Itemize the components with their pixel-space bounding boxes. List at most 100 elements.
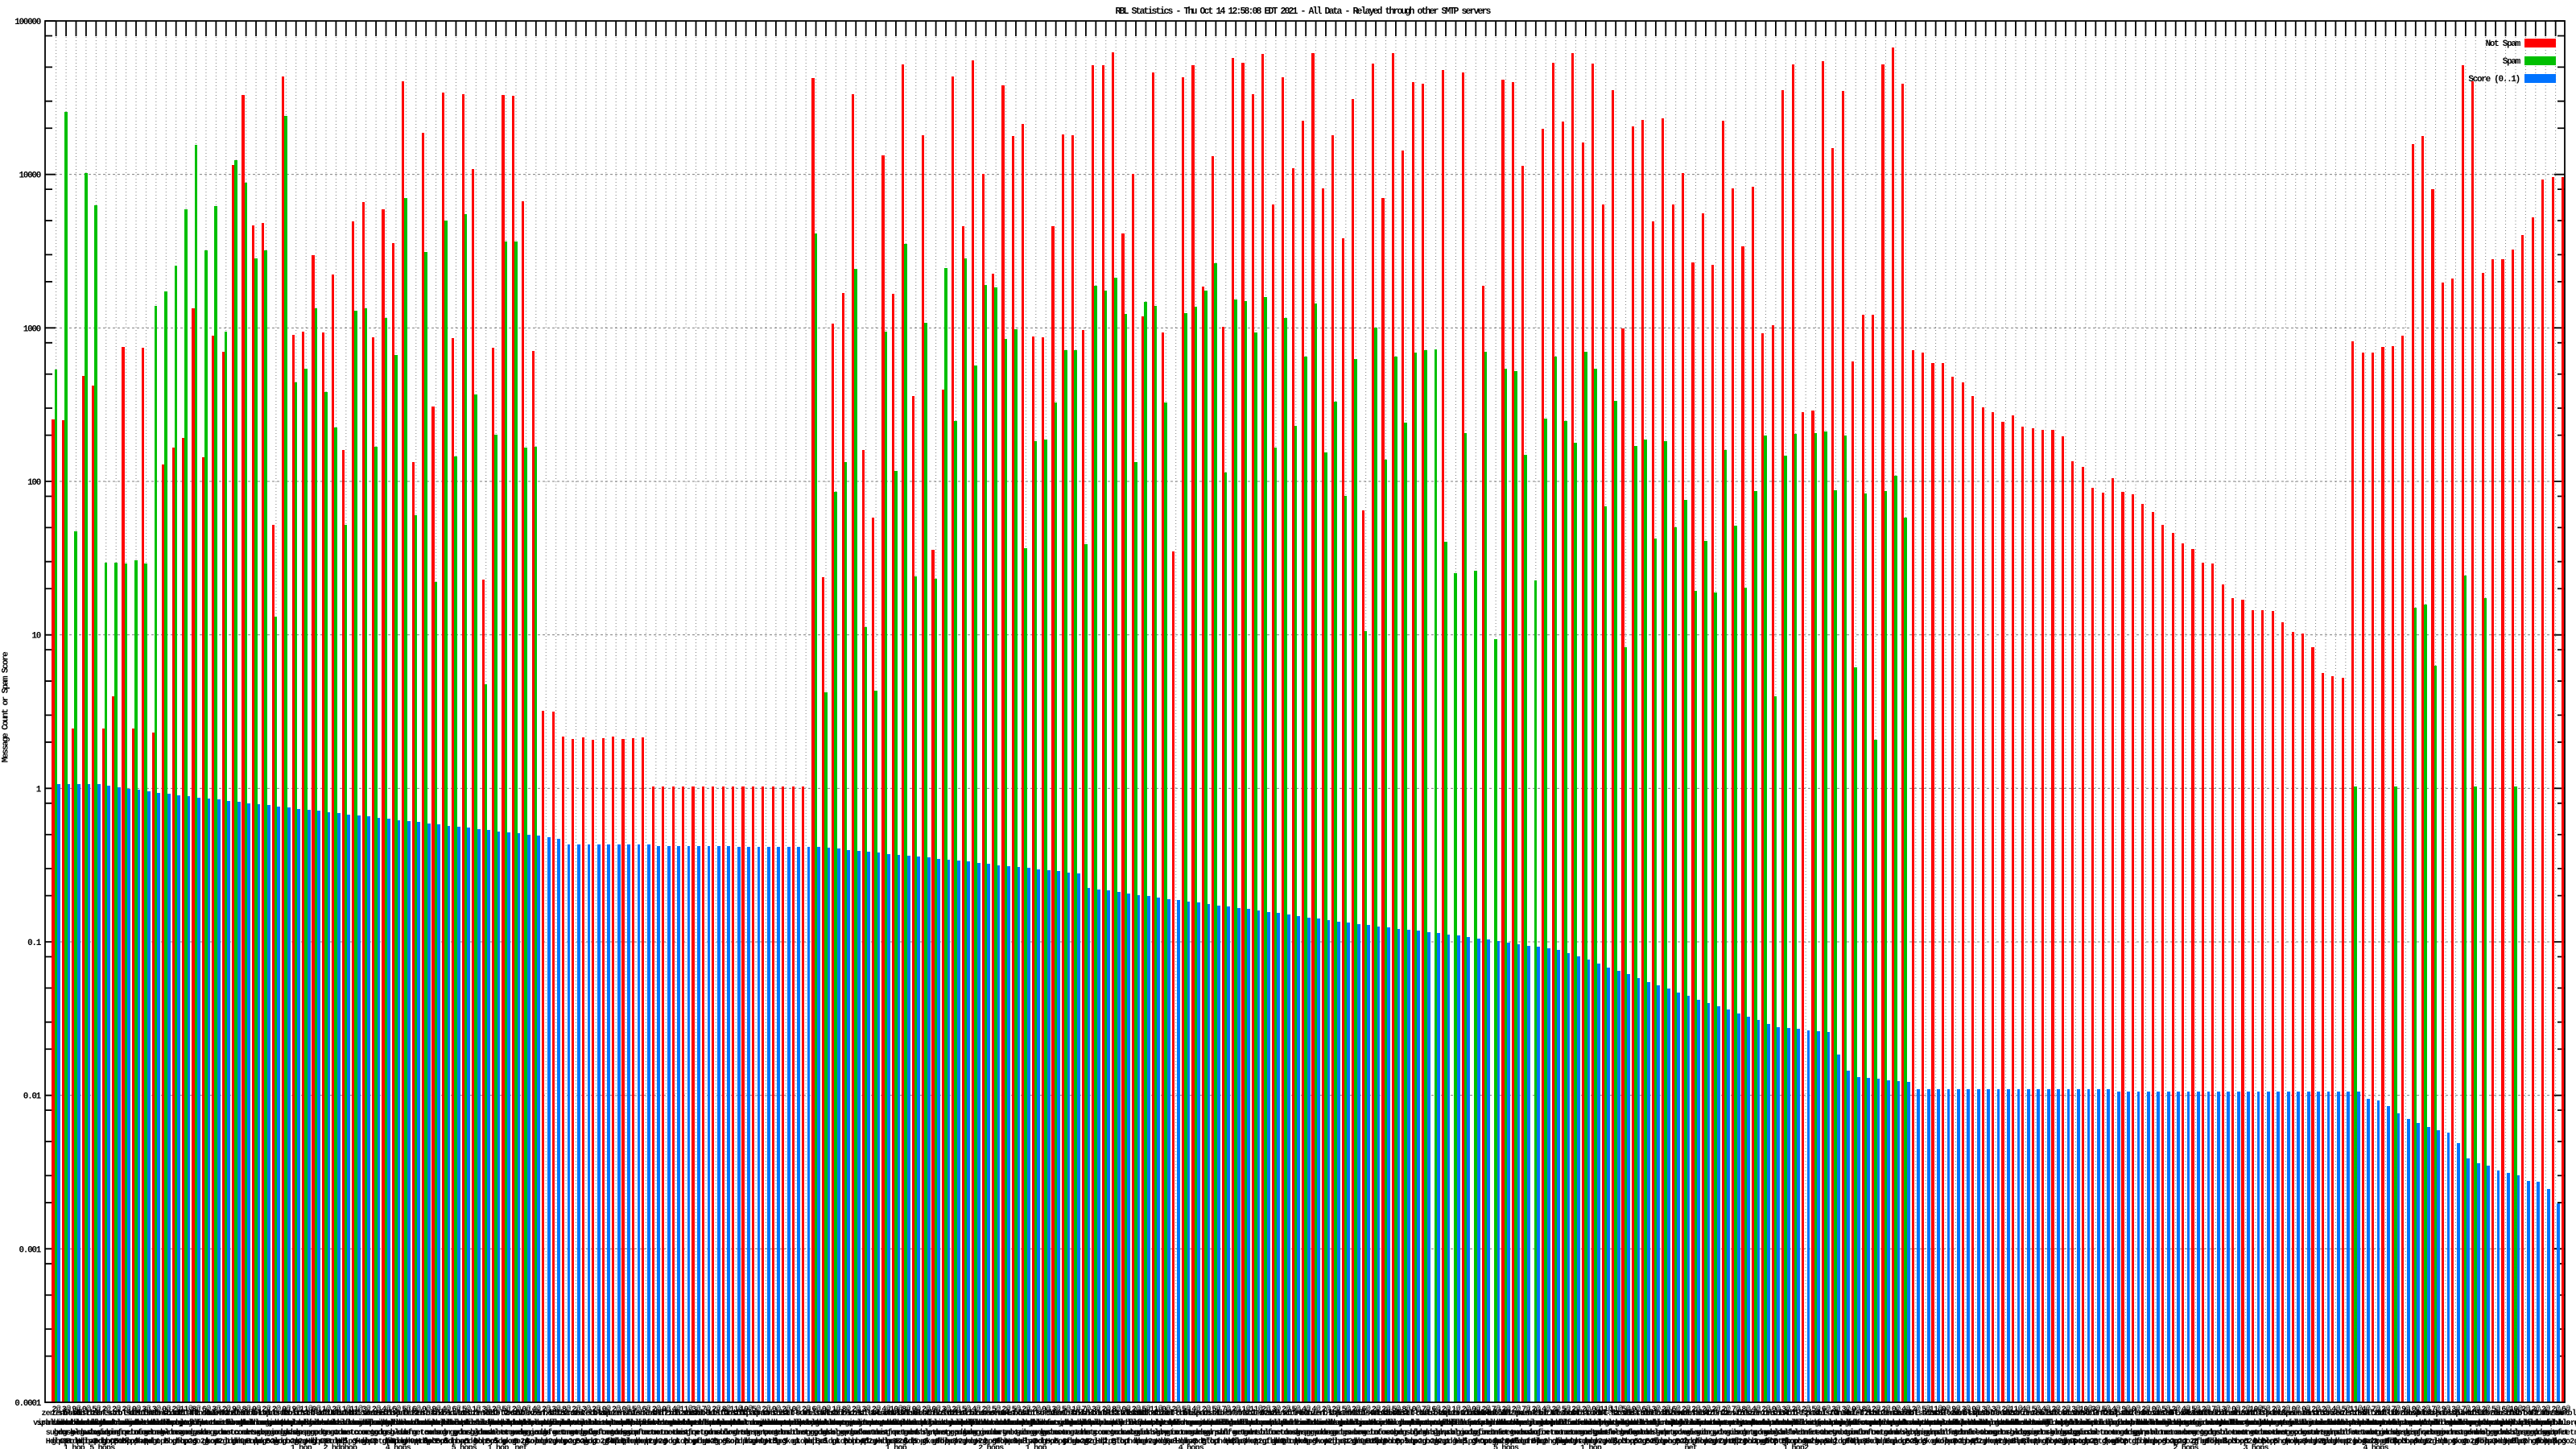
svg-text:psbl.surriel: psbl.surriel: [541, 1418, 592, 1428]
svg-text:gdnsbl: gdnsbl: [704, 1428, 729, 1438]
svg-text:uceprotect.net: uceprotect.net: [1917, 1419, 1976, 1428]
svg-text:6@: 6@: [392, 1405, 401, 1414]
svg-text:7@: 7@: [2462, 1405, 2471, 1414]
svg-text:orgodgs: orgodgs: [801, 1428, 831, 1438]
svg-text:wpbl.info: wpbl.info: [2516, 1418, 2555, 1428]
svg-text:barracudacentral: barracudacentral: [1982, 1418, 2050, 1428]
svg-text:wdxgin: wdxgin: [254, 1428, 279, 1438]
svg-text:6@: 6@: [811, 1405, 820, 1414]
svg-text:xbl-f2: xbl-f2: [1783, 1409, 1809, 1418]
svg-text:wpbl.info: wpbl.info: [1277, 1418, 1315, 1428]
svg-text:dnsbbl: dnsbbl: [1683, 1409, 1709, 1418]
svg-text:blspam: blspam: [1963, 1409, 1989, 1418]
svg-text:hostbl: hostbl: [283, 1409, 309, 1418]
svg-text:blspam: blspam: [383, 1409, 409, 1418]
svg-text:6@: 6@: [1431, 1405, 1440, 1414]
svg-text:Wlsbbbl: Wlsbbbl: [902, 1409, 931, 1418]
svg-text:0@: 0@: [2231, 1405, 2240, 1414]
svg-text:infoetne: infoetne: [109, 1428, 143, 1438]
svg-text:5@: 5@: [2342, 1405, 2351, 1414]
svg-text:netnet: netnet: [783, 1429, 809, 1438]
svg-text:barracudacentral: barracudacentral: [1242, 1418, 1310, 1428]
svg-text:virbl.dnsbl: virbl.dnsbl: [463, 1418, 510, 1428]
svg-text:distbl: distbl: [1104, 1409, 1129, 1418]
svg-text:7@: 7@: [2431, 1405, 2440, 1414]
svg-text:cometn: cometn: [623, 1429, 649, 1438]
svg-text:wpbl.info: wpbl.info: [1447, 1418, 1485, 1428]
svg-text:xbl-f2: xbl-f2: [1283, 1409, 1309, 1418]
svg-text:zen.sbl: zen.sbl: [1951, 1409, 1981, 1418]
svg-text:4@: 4@: [442, 1405, 451, 1414]
svg-text:infoetne: infoetne: [589, 1428, 623, 1438]
svg-text:dnsgrp: dnsgrp: [673, 1428, 699, 1438]
svg-text:spamcop.bl: spamcop.bl: [1915, 1418, 1958, 1428]
svg-text:6@: 6@: [1361, 1405, 1370, 1414]
svg-text:uceprotect.net: uceprotect.net: [556, 1419, 616, 1428]
svg-text:rhsbl: rhsbl: [926, 1409, 947, 1418]
svg-text:listdnsbl: listdnsbl: [1447, 1409, 1485, 1418]
svg-text:3@: 3@: [2222, 1405, 2231, 1414]
svg-text:barracudacentral: barracudacentral: [733, 1418, 800, 1428]
svg-text:rhsbl: rhsbl: [1236, 1409, 1257, 1418]
svg-text:bl.score: bl.score: [969, 1409, 1003, 1418]
svg-text:4@: 4@: [881, 1405, 890, 1414]
svg-text:5@: 5@: [1562, 1405, 1571, 1414]
svg-text:zen.sbl: zen.sbl: [981, 1409, 1011, 1418]
svg-text:bl.score: bl.score: [1599, 1409, 1633, 1418]
svg-text:9@: 9@: [232, 1405, 241, 1414]
svg-text:1@: 1@: [832, 1405, 840, 1414]
svg-text:spamcop.bl: spamcop.bl: [2524, 1418, 2567, 1428]
svg-text:surbl: surbl: [2555, 1409, 2576, 1418]
svg-text:sorbs.dnsbl.net: sorbs.dnsbl.net: [1874, 1418, 1938, 1428]
svg-text:0@: 0@: [931, 1405, 940, 1414]
svg-text:psbl.surriel: psbl.surriel: [1261, 1418, 1311, 1428]
svg-text:2@: 2@: [262, 1405, 270, 1414]
svg-text:subrg: subrg: [956, 1428, 977, 1438]
svg-text:2@: 2@: [1571, 1405, 1580, 1414]
svg-text:sorbs.dnsbl.net: sorbs.dnsbl.net: [485, 1418, 548, 1428]
svg-text:bl.score: bl.score: [669, 1409, 703, 1418]
svg-text:sbl-xbl: sbl-xbl: [1061, 1409, 1091, 1418]
svg-text:3 hops: 3 hops: [2243, 1443, 2268, 1449]
svg-text:psbl.surriel: psbl.surriel: [1231, 1418, 1282, 1428]
svg-text:3@: 3@: [1842, 1405, 1851, 1414]
svg-text:dnsbbl: dnsbbl: [503, 1409, 529, 1418]
svg-text:11@: 11@: [349, 1405, 362, 1414]
svg-text:spamcop.bl: spamcop.bl: [1415, 1418, 1458, 1428]
svg-text:1 hop: 1 hop: [291, 1443, 312, 1449]
svg-text:spamcop.bl: spamcop.bl: [1095, 1418, 1137, 1428]
svg-text:6@: 6@: [2562, 1405, 2570, 1414]
svg-text:spamhaus.dnsbl: spamhaus.dnsbl: [37, 1418, 97, 1428]
svg-text:uceprotect.net: uceprotect.net: [2256, 1419, 2316, 1428]
svg-text:hostkarma.junk: hostkarma.junk: [1496, 1418, 1556, 1428]
svg-text:dronebl.org: dronebl.org: [2433, 1418, 2479, 1428]
svg-text:blspam: blspam: [2103, 1409, 2129, 1418]
svg-text:dnsbbl: dnsbbl: [2313, 1409, 2339, 1418]
svg-text:blspam: blspam: [1503, 1409, 1529, 1418]
svg-text:spamcop.bl: spamcop.bl: [2105, 1418, 2148, 1428]
svg-text:hostkarma.junk: hostkarma.junk: [266, 1418, 326, 1428]
svg-text:7@: 7@: [1521, 1405, 1530, 1414]
svg-text:wpbl.info: wpbl.info: [457, 1418, 496, 1428]
svg-text:whtsbl: whtsbl: [1023, 1409, 1049, 1418]
svg-text:hostbl: hostbl: [724, 1409, 749, 1418]
svg-text:0@: 0@: [1162, 1405, 1170, 1414]
svg-text:5@: 5@: [2102, 1405, 2111, 1414]
svg-text:0@: 0@: [1772, 1405, 1781, 1414]
svg-text:dronebl.org: dronebl.org: [2232, 1418, 2279, 1428]
svg-text:5@: 5@: [992, 1405, 1001, 1414]
svg-text:sorbs.dnsbl.net: sorbs.dnsbl.net: [304, 1418, 368, 1428]
svg-text:2@: 2@: [2521, 1405, 2530, 1414]
svg-text:2@: 2@: [1282, 1405, 1290, 1414]
svg-text:barracudacentral: barracudacentral: [1782, 1418, 1850, 1428]
svg-text:dnsbbl: dnsbbl: [224, 1409, 250, 1418]
svg-text:uceprotect.net: uceprotect.net: [857, 1419, 916, 1428]
svg-text:orgwdns: orgwdns: [181, 1428, 211, 1438]
svg-text:Wlsbbbl: Wlsbbbl: [2041, 1409, 2070, 1418]
svg-text:bl.dbzen: bl.dbzen: [2469, 1409, 2503, 1418]
svg-text:2@: 2@: [1711, 1405, 1720, 1414]
svg-text:0@: 0@: [602, 1405, 611, 1414]
svg-text:zenzen.l: zenzen.l: [599, 1409, 633, 1418]
svg-text:gdnsbl: gdnsbl: [53, 1428, 79, 1438]
svg-text:spamhaus.dnsbl: spamhaus.dnsbl: [427, 1418, 486, 1428]
